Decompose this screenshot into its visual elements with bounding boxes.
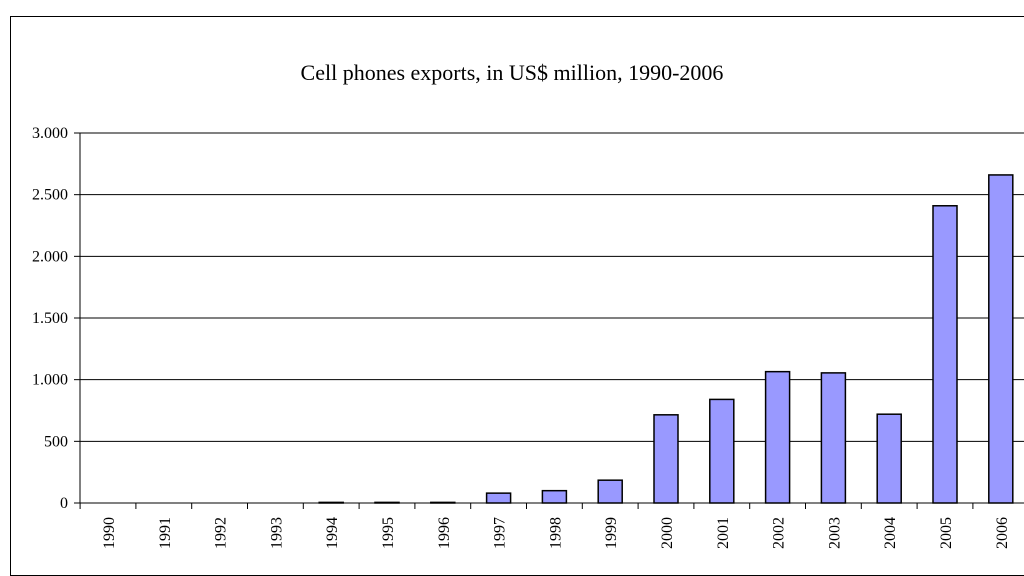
x-tick-label: 1997: [492, 517, 509, 549]
x-tick-label: 1994: [324, 517, 341, 549]
y-tick-label: 2.000: [32, 248, 68, 265]
bar-1997: [485, 492, 512, 504]
bar-2005: [932, 205, 958, 504]
x-tick-label: 2002: [771, 517, 788, 549]
y-tick-label: 1.000: [32, 372, 68, 389]
x-tick-label: 2000: [659, 517, 676, 549]
x-axis-ticks: 1990 1991 1992 1993 1994 1995 1996 1997 1998 1999…: [79, 503, 1011, 549]
bars: [318, 174, 1014, 504]
y-tick-label: 500: [44, 433, 68, 450]
y-tick-label: 0: [60, 495, 68, 512]
bar-2000: [653, 414, 679, 504]
y-tick-label: 3.000: [32, 125, 68, 142]
x-tick-label: 1992: [213, 517, 230, 549]
chart-frame: [10, 16, 1024, 576]
x-tick-label: 2006: [994, 517, 1011, 549]
bar-2006: [988, 174, 1014, 504]
bar-2001: [709, 398, 735, 504]
y-axis-ticks: 0 500 1.000 1.500 2.000 2.500 3.000: [32, 125, 80, 512]
x-tick-label: 1993: [268, 517, 285, 549]
x-tick-label: 1991: [157, 517, 174, 549]
x-tick-label: 1996: [436, 517, 453, 549]
chart-title: Cell phones exports, in US$ million, 199…: [301, 60, 724, 85]
y-tick-label: 2.500: [32, 187, 68, 204]
bar-2003: [820, 372, 847, 504]
x-tick-label: 2001: [715, 517, 732, 549]
x-tick-label: 1990: [101, 517, 118, 549]
bar-2002: [764, 370, 791, 504]
x-tick-label: 1998: [547, 517, 564, 549]
x-tick-label: 1999: [603, 517, 620, 549]
gridlines: [80, 132, 1024, 442]
x-tick-label: 2005: [938, 517, 955, 549]
x-tick-label: 1995: [380, 517, 397, 549]
x-tick-label: 2003: [826, 517, 843, 549]
x-tick-label: 2004: [882, 517, 899, 549]
bar-2004: [876, 413, 902, 504]
y-tick-label: 1.500: [32, 310, 68, 327]
bar-1998: [541, 489, 568, 504]
bar-1999: [597, 479, 623, 504]
